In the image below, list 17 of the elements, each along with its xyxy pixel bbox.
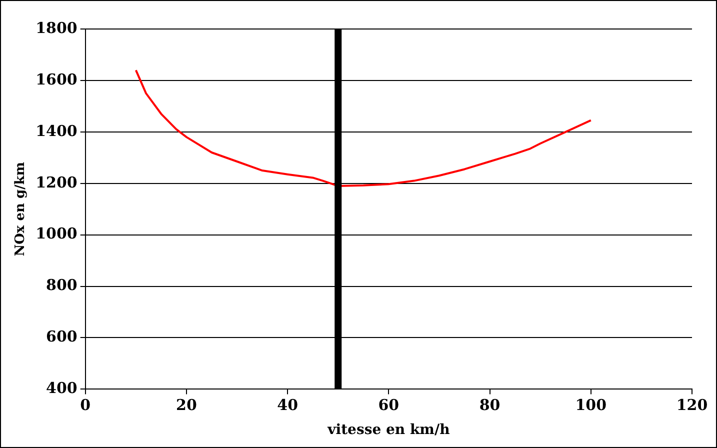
x-tick-label: 20 <box>176 396 197 414</box>
x-tick-label: 80 <box>479 396 500 414</box>
x-tick-label: 40 <box>277 396 298 414</box>
x-axis-title: vitesse en km/h <box>326 422 450 438</box>
y-tick-label: 1600 <box>36 70 78 88</box>
y-axis-title: NOx en g/km <box>13 162 28 256</box>
x-tick-label: 60 <box>378 396 400 414</box>
y-tick-label: 800 <box>46 276 78 294</box>
y-tick-label: 1000 <box>36 224 78 243</box>
y-tick-label: 400 <box>46 379 78 398</box>
x-tick-label: 0 <box>80 396 91 414</box>
y-tick-label: 1800 <box>36 18 78 37</box>
y-tick-label: 1200 <box>36 173 78 192</box>
x-tick-label: 100 <box>575 396 607 414</box>
y-tick-label: 600 <box>46 328 78 346</box>
x-tick-label: 120 <box>676 396 708 414</box>
y-tick-label: 1400 <box>36 122 78 140</box>
